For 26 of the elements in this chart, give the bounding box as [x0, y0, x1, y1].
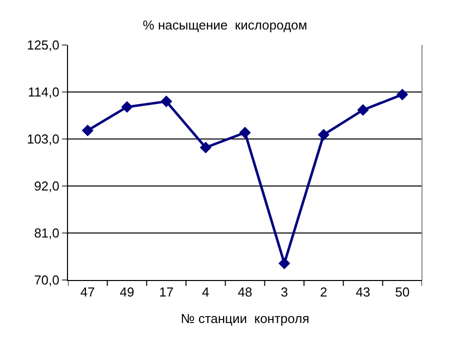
- y-tick-label: 114,0: [28, 84, 60, 100]
- point: [357, 104, 369, 116]
- point: [121, 101, 133, 113]
- x-tick-label: 50: [395, 284, 410, 300]
- x-tick-label: 43: [356, 284, 370, 300]
- y-tick-label: 103,0: [26, 132, 60, 147]
- point: [396, 88, 408, 100]
- x-tick-label: 2: [320, 284, 328, 300]
- x-tick-label: 47: [80, 284, 95, 300]
- x-tick-label: 4: [202, 284, 210, 300]
- y-tick-label: 125,0: [26, 38, 60, 53]
- point: [239, 126, 251, 138]
- point: [278, 257, 290, 270]
- point: [82, 124, 94, 136]
- y-tick-label: 81,0: [34, 226, 60, 241]
- x-axis-title: № станции контроля: [180, 311, 310, 326]
- point: [318, 128, 330, 141]
- x-tick-label: 48: [238, 284, 252, 300]
- x-tick-label: 3: [280, 284, 288, 300]
- point: [200, 142, 212, 154]
- y-tick-label: 70,0: [34, 272, 60, 288]
- chart-title: % насыщение кислородом: [142, 17, 308, 32]
- point: [160, 96, 172, 108]
- x-tick-label: 49: [120, 284, 134, 300]
- y-tick-label: 92,0: [34, 178, 60, 194]
- x-tick-label: 17: [159, 284, 174, 300]
